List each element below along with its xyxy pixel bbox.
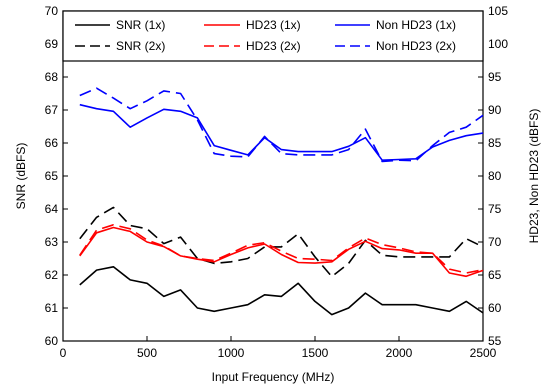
x-tick-label: 1000 [218, 346, 245, 360]
y2-tick-label: 90 [488, 103, 502, 117]
left-axis: 60 61 62 63 64 65 66 67 68 69 70 [45, 4, 68, 348]
x-axis-title: Input Frequency (MHz) [212, 370, 335, 384]
x-tick-label: 500 [137, 346, 157, 360]
y-tick-label: 68 [45, 70, 59, 84]
y-tick-label: 64 [45, 202, 59, 216]
y-tick-label: 63 [45, 235, 59, 249]
y2-tick-label: 65 [488, 268, 502, 282]
legend-entry-snr-1x: SNR (1x) [75, 18, 165, 32]
plot-area [62, 10, 484, 342]
y-tick-label: 66 [45, 136, 59, 150]
y2-axis-title: HD23, Non HD23 (dBFS) [527, 109, 541, 244]
x-axis: 0 500 1000 1500 2000 2500 [60, 336, 497, 360]
y2-tick-label: 55 [488, 334, 502, 348]
legend-entry-hd23-2x: HD23 (2x) [204, 39, 301, 53]
y-tick-label: 61 [45, 301, 59, 315]
series-line-snr-1x [79, 265, 484, 316]
series-line-non-hd23-2x [79, 87, 484, 163]
series-line-hd23-1x [79, 226, 484, 278]
legend-entry-nonhd23-1x: Non HD23 (1x) [335, 18, 456, 32]
legend-label-snr-1x: SNR (1x) [116, 18, 165, 32]
series-line-snr-2x [79, 206, 484, 278]
y-tick-label: 65 [45, 169, 59, 183]
legend-label-hd23-1x: HD23 (1x) [246, 18, 301, 32]
y2-tick-label: 80 [488, 169, 502, 183]
legend-box [62, 10, 484, 62]
y-axis-title: SNR (dBFS) [14, 143, 28, 210]
legend-label-hd23-2x: HD23 (2x) [246, 39, 301, 53]
legend-label-snr-2x: SNR (2x) [116, 39, 165, 53]
x-tick-label: 2500 [470, 346, 497, 360]
legend-entry-snr-2x: SNR (2x) [75, 39, 165, 53]
x-tick-label: 1500 [302, 346, 329, 360]
series-line-non-hd23-1x [79, 103, 484, 161]
y2-tick-label: 85 [488, 136, 502, 150]
legend-entry-hd23-1x: HD23 (1x) [204, 18, 301, 32]
y2-tick-label: 75 [488, 202, 502, 216]
legend-entry-nonhd23-2x: Non HD23 (2x) [335, 39, 456, 53]
y2-tick-label: 70 [488, 235, 502, 249]
series-layer [79, 87, 484, 316]
right-axis: 55 60 65 70 75 80 85 90 95 100 105 [478, 4, 508, 348]
legend-label-nonhd23-2x: Non HD23 (2x) [376, 39, 456, 53]
legend-label-nonhd23-1x: Non HD23 (1x) [376, 18, 456, 32]
y2-tick-label: 95 [488, 70, 502, 84]
y2-tick-label: 60 [488, 301, 502, 315]
y-tick-label: 69 [45, 37, 59, 51]
y2-tick-label: 100 [488, 37, 508, 51]
x-tick-label: 2000 [386, 346, 413, 360]
y-tick-label: 62 [45, 268, 59, 282]
y2-tick-label: 105 [488, 4, 508, 18]
x-tick-label: 0 [60, 346, 67, 360]
y-tick-label: 70 [45, 4, 59, 18]
y-tick-label: 60 [45, 334, 59, 348]
y-tick-label: 67 [45, 103, 59, 117]
